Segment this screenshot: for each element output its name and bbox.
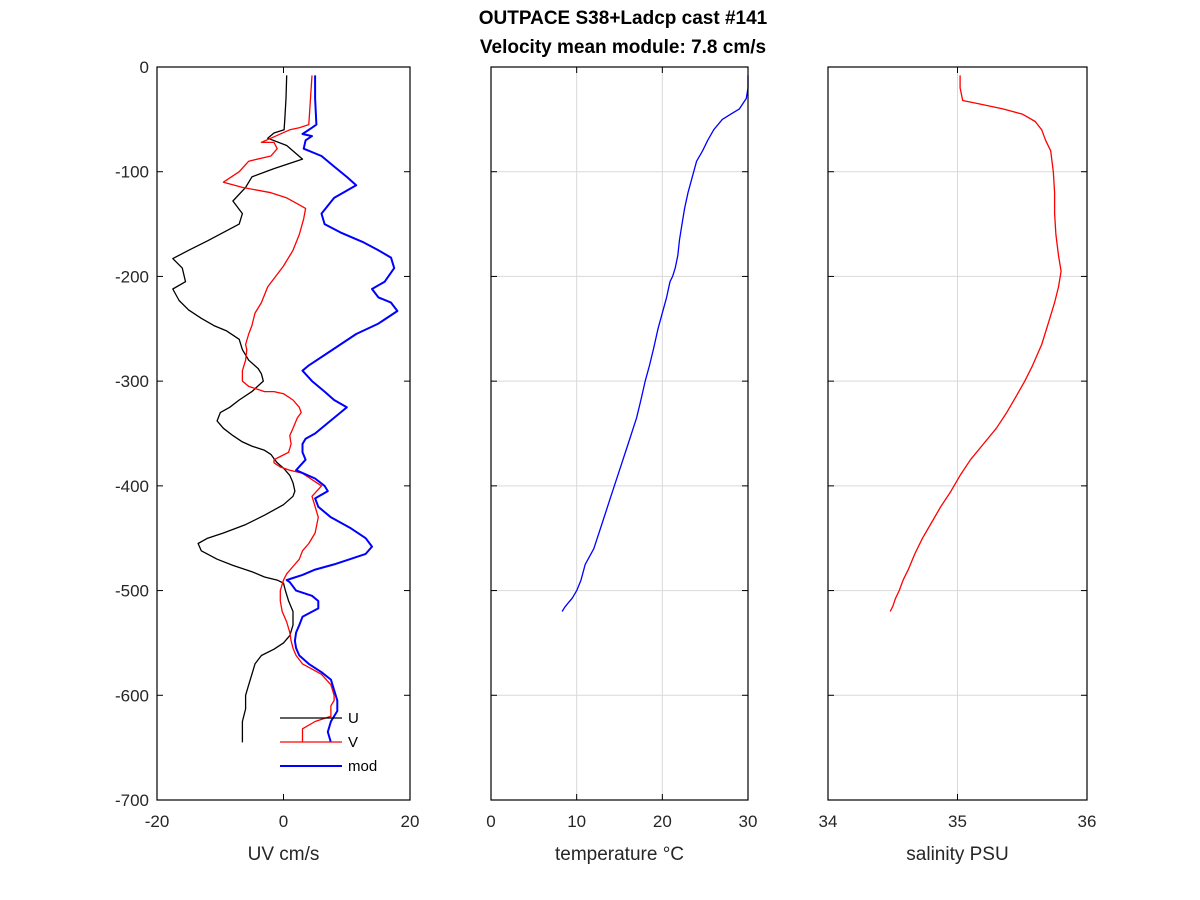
velocity-x-tick-label: -20	[145, 812, 170, 831]
salinity-x-tick-label: 36	[1078, 812, 1097, 831]
salinity-profile-line	[889, 75, 1062, 612]
panel-temperature: 0 10 20 30 temperature °C	[486, 66, 758, 865]
series-v-line	[222, 75, 335, 743]
velocity-x-axis-label: UV cm/s	[248, 844, 320, 865]
legend-label-u: U	[348, 710, 359, 727]
series-mod-line	[285, 75, 399, 743]
velocity-axes-frame	[156, 66, 411, 801]
y-tick-label: -700	[115, 791, 149, 810]
temperature-x-axis-label: temperature °C	[555, 844, 684, 865]
temperature-x-tick-label: 0	[486, 812, 495, 831]
legend-label-v: V	[348, 734, 358, 751]
salinity-x-axis-label: salinity PSU	[906, 844, 1008, 865]
y-tick-label: -600	[115, 686, 149, 705]
temperature-profile-line	[561, 75, 749, 612]
temperature-x-tick-label: 10	[567, 812, 586, 831]
temperature-axes-frame	[490, 66, 749, 801]
y-tick-label: 0	[140, 58, 149, 77]
series-u-line	[172, 75, 304, 743]
figure-title-line-2: Velocity mean module: 7.8 cm/s	[480, 37, 766, 58]
figure-title-line-1: OUTPACE S38+Ladcp cast #141	[479, 8, 768, 29]
y-tick-label: -400	[115, 477, 149, 496]
velocity-x-tick-label: 0	[279, 812, 288, 831]
y-tick-label: -300	[115, 372, 149, 391]
panel-salinity: 34 35 36 salinity PSU	[819, 66, 1097, 865]
y-tick-label: -500	[115, 582, 149, 601]
salinity-x-tick-label: 35	[948, 812, 967, 831]
legend-label-mod: mod	[348, 758, 377, 775]
y-tick-label: -200	[115, 267, 149, 286]
salinity-x-tick-label: 34	[819, 812, 838, 831]
temperature-x-tick-label: 20	[653, 812, 672, 831]
temperature-x-tick-label: 30	[739, 812, 758, 831]
y-tick-label: -100	[115, 163, 149, 182]
velocity-x-tick-label: 20	[401, 812, 420, 831]
